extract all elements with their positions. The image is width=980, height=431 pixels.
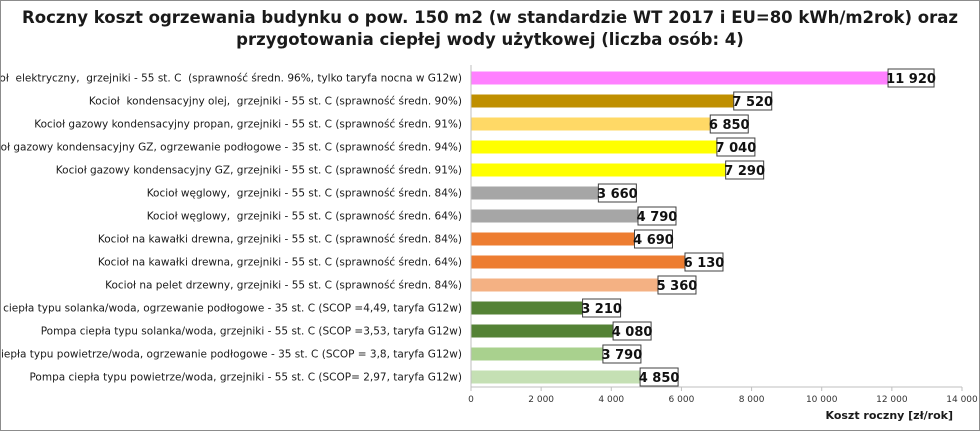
data-label: 7 520 xyxy=(732,95,773,110)
data-label-box xyxy=(709,114,749,134)
category-label: Kocioł węglowy, grzejniki - 55 st. C (sp… xyxy=(147,188,462,200)
chart-title: Roczny koszt ogrzewania budynku o pow. 1… xyxy=(1,7,979,51)
bars-layer xyxy=(471,71,890,384)
data-label: 3 660 xyxy=(597,187,638,202)
data-label-box xyxy=(684,252,724,272)
data-label: 4 080 xyxy=(612,325,653,340)
data-label: 6 130 xyxy=(684,256,725,271)
data-label-box xyxy=(639,367,679,387)
data-label-box xyxy=(602,344,642,364)
bar xyxy=(471,324,615,338)
x-tick-label: 4 000 xyxy=(598,395,624,405)
category-label: Pompa ciepła typu powietrze/woda, grzejn… xyxy=(29,372,462,384)
data-label: 7 290 xyxy=(724,164,765,179)
bar xyxy=(471,186,600,200)
data-label-box xyxy=(637,206,677,226)
category-label: Pompa ciepła typu solanka/woda, ogrzewan… xyxy=(1,303,462,315)
x-axis: 0 2 000 4 000 6 000 8 000 10 000 12 000 14 000 xyxy=(468,65,978,405)
data-label-box xyxy=(597,183,637,203)
category-label: Kocioł gazowy kondensacyjny GZ, grzejnik… xyxy=(56,165,462,177)
bar xyxy=(471,71,890,85)
data-label: 4 690 xyxy=(633,233,674,248)
category-labels: Kocioł elektryczny, grzejniki - 55 st. C… xyxy=(1,73,462,384)
x-tick-label: 0 xyxy=(468,395,474,405)
category-label: Kocioł elektryczny, grzejniki - 55 st. C… xyxy=(1,73,462,85)
data-label: 4 790 xyxy=(637,210,678,225)
data-labels: 11 920 7 520 6 850 7 040 7 290 3 660 4 790 4 69… xyxy=(581,68,936,387)
data-label-box xyxy=(716,137,756,157)
data-label: 11 920 xyxy=(886,72,936,87)
data-label-box xyxy=(582,298,622,318)
data-label: 5 360 xyxy=(657,279,698,294)
bar xyxy=(471,255,686,269)
bar xyxy=(471,278,659,292)
data-label-box xyxy=(733,91,773,111)
bar xyxy=(471,117,712,131)
category-label: Kocioł gazowy kondensacyjny GZ, ogrzewan… xyxy=(1,142,462,154)
data-label: 7 040 xyxy=(716,141,757,156)
data-label-box xyxy=(887,68,935,88)
category-label: Kocioł gazowy kondensacyjny propan, grze… xyxy=(34,119,462,131)
category-label: Kocioł na pelet drzewny, grzejniki - 55 … xyxy=(105,280,462,292)
category-label: Kocioł na kawałki drewna, grzejniki - 55… xyxy=(98,234,462,246)
x-axis-label: Koszt roczny [zł/rok] xyxy=(825,409,953,422)
bar xyxy=(471,163,727,177)
bar xyxy=(471,301,584,315)
x-tick-label: 6 000 xyxy=(669,395,695,405)
data-label-box xyxy=(612,321,652,341)
category-label: Pompa ciepła typu solanka/woda, grzejnik… xyxy=(41,326,462,338)
x-tick-label: 14 000 xyxy=(946,395,978,405)
data-label-box xyxy=(725,160,765,180)
category-label: Kocioł kondensacyjny olej, grzejniki - 5… xyxy=(89,96,462,108)
x-tick-label: 12 000 xyxy=(876,395,908,405)
chart-title-line-1: Roczny koszt ogrzewania budynku o pow. 1… xyxy=(22,8,958,27)
bar xyxy=(471,94,735,108)
bar xyxy=(471,232,636,246)
data-label: 4 850 xyxy=(639,371,680,386)
data-label: 3 210 xyxy=(581,302,622,317)
category-label: Kocioł na kawałki drewna, grzejniki - 55… xyxy=(98,257,462,269)
x-tick-label: 2 000 xyxy=(528,395,554,405)
x-tick-label: 8 000 xyxy=(739,395,765,405)
data-label: 3 790 xyxy=(602,348,643,363)
bar xyxy=(471,370,642,384)
category-label: Pompa ciepła typu powietrze/woda, ogrzew… xyxy=(1,349,462,361)
data-label-box xyxy=(633,229,673,249)
x-tick-label: 10 000 xyxy=(806,395,838,405)
bar xyxy=(471,140,718,154)
data-label-box xyxy=(657,275,697,295)
bar xyxy=(471,209,639,223)
chart-title-line-2: przygotowania ciepłej wody użytkowej (li… xyxy=(236,30,744,49)
category-label: Kocioł węglowy, grzejniki - 55 st. C (sp… xyxy=(147,211,462,223)
data-label: 6 850 xyxy=(709,118,750,133)
bar xyxy=(471,347,604,361)
